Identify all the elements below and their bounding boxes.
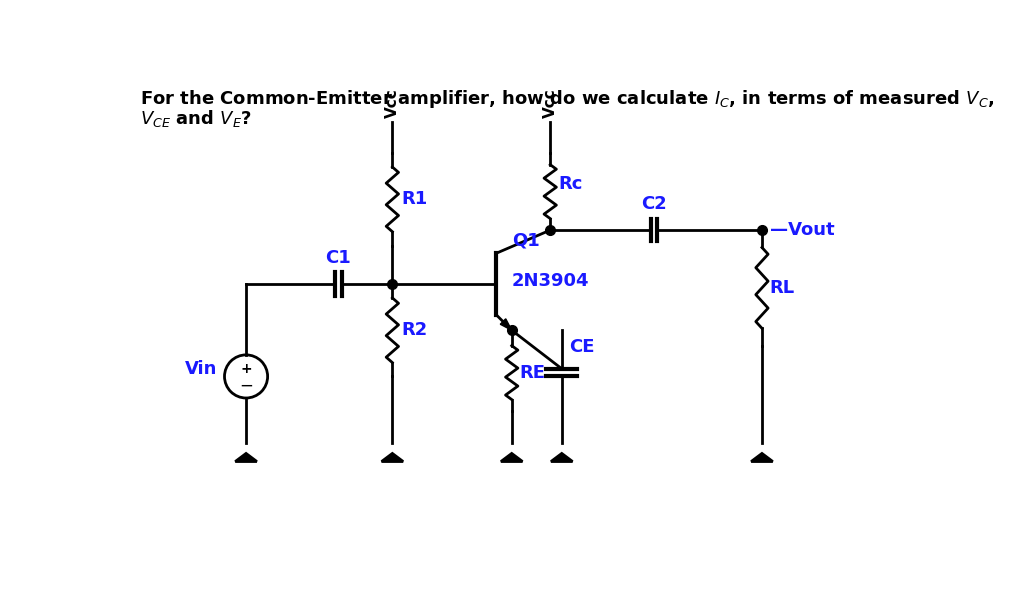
Polygon shape xyxy=(752,454,773,461)
Text: −: − xyxy=(240,377,253,395)
Text: +: + xyxy=(241,362,252,375)
Polygon shape xyxy=(501,454,522,461)
Text: CE: CE xyxy=(569,338,595,356)
Polygon shape xyxy=(501,319,512,330)
Text: Vcc: Vcc xyxy=(385,89,399,119)
Text: —Vout: —Vout xyxy=(770,221,835,239)
Text: For the Common-Emitter amplifier, how do we calculate $\mathit{I}_C$, in terms o: For the Common-Emitter amplifier, how do… xyxy=(140,88,994,110)
Polygon shape xyxy=(236,454,257,461)
Text: $\mathit{V}_{CE}$ and $\mathit{V}_E$?: $\mathit{V}_{CE}$ and $\mathit{V}_E$? xyxy=(140,108,252,129)
Text: Vcc: Vcc xyxy=(543,89,558,119)
Text: Q1: Q1 xyxy=(512,231,540,249)
Text: C2: C2 xyxy=(641,195,667,213)
Text: RL: RL xyxy=(770,279,795,297)
Text: R1: R1 xyxy=(401,190,428,209)
Text: RE: RE xyxy=(519,364,546,381)
Text: C1: C1 xyxy=(326,249,351,267)
Polygon shape xyxy=(382,454,403,461)
Text: R2: R2 xyxy=(401,321,428,339)
Text: 2N3904: 2N3904 xyxy=(512,272,589,290)
Text: Vin: Vin xyxy=(184,360,217,378)
Polygon shape xyxy=(551,454,572,461)
Text: Rc: Rc xyxy=(558,175,583,193)
